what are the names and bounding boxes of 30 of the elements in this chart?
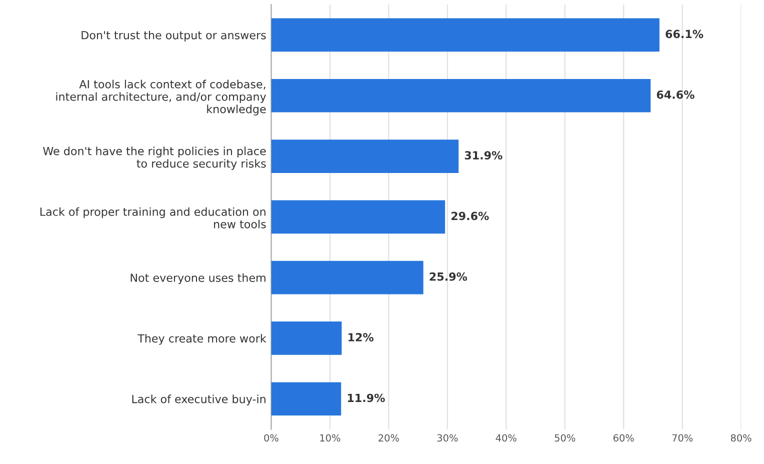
y-tick-label: We don't have the right policies in place to reduce security risks: [43, 146, 266, 170]
data-label: 31.9%: [464, 151, 502, 160]
x-tick-label: 70%: [672, 434, 693, 442]
y-tick-label: Don't trust the output or answers: [82, 30, 266, 42]
data-label: 66.1%: [666, 30, 704, 38]
x-tick-label: 50%: [554, 434, 576, 442]
y-tick-label: Lack of executive buy-in: [132, 394, 266, 406]
x-tick-label: 40%: [496, 434, 516, 442]
y-tick-label: They create more work: [138, 334, 266, 345]
x-tick-label: 0%: [264, 434, 278, 442]
data-label: 29.6%: [452, 212, 489, 220]
bar: [271, 200, 446, 234]
data-label: 12%: [348, 333, 374, 342]
x-tick-label: 10%: [320, 434, 340, 442]
x-tick-label: 30%: [437, 434, 458, 442]
bar: [271, 140, 459, 173]
y-tick-label: Lack of proper training and education on new tools: [40, 207, 266, 228]
x-tick-label: 20%: [378, 434, 399, 442]
data-label: 64.6%: [656, 90, 694, 99]
bar: [271, 382, 342, 416]
bar: [271, 18, 660, 52]
y-tick-label: Not everyone uses them: [130, 273, 266, 284]
x-tick-label: 80%: [730, 434, 752, 442]
x-tick-label: 60%: [613, 434, 634, 442]
bar: [271, 78, 651, 112]
data-label: 25.9%: [430, 272, 468, 281]
bar: [271, 260, 424, 294]
y-tick-label: AI tools lack context of codebase, internal architecture, and/or company knowledge: [56, 80, 266, 116]
bar: [271, 322, 342, 355]
data-label: 11.9%: [348, 394, 385, 402]
